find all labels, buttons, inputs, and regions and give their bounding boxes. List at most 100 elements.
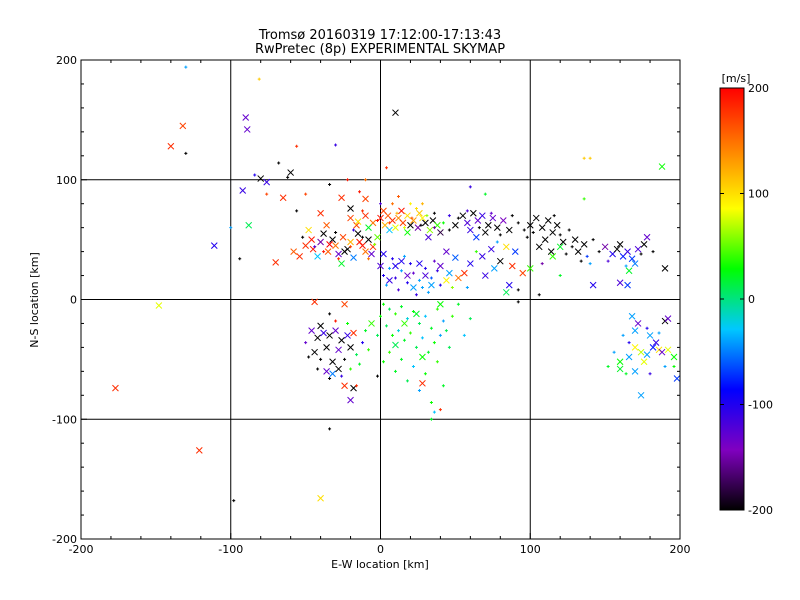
y-tick-label: 0	[70, 294, 77, 307]
data-point-x	[487, 245, 495, 253]
data-point-plus	[411, 365, 415, 369]
data-point-plus	[387, 266, 391, 270]
data-point-plus	[367, 257, 371, 261]
data-point-x	[643, 351, 651, 358]
data-point-x	[362, 248, 369, 255]
data-point-plus	[393, 312, 397, 316]
data-point-plus	[346, 178, 350, 182]
data-point-x	[631, 327, 639, 334]
data-point-plus	[417, 278, 421, 282]
data-point-x	[508, 262, 516, 270]
data-point-x	[637, 391, 645, 399]
data-point-plus	[346, 321, 350, 325]
data-point-x	[490, 265, 498, 272]
chart-subtitle: RwPretec (8p) EXPERIMENTAL SKYMAP	[255, 42, 505, 57]
data-point-x	[263, 178, 271, 186]
data-point-x	[350, 254, 357, 261]
data-point-x	[362, 195, 369, 203]
data-point-plus	[447, 228, 451, 232]
data-point-plus	[423, 266, 427, 270]
data-point-x	[658, 163, 666, 170]
data-point-plus	[277, 161, 281, 165]
data-point-plus	[384, 324, 388, 328]
data-point-plus	[432, 211, 436, 215]
data-point-x	[484, 221, 492, 229]
x-axis-label: E-W location [km]	[331, 558, 429, 571]
data-point-x	[634, 245, 642, 253]
data-point-plus	[328, 377, 332, 381]
data-point-plus	[438, 408, 442, 412]
data-point-x	[353, 221, 360, 229]
data-point-x	[347, 214, 354, 222]
data-point-x	[335, 346, 342, 354]
data-point-x	[338, 194, 345, 202]
data-point-x	[401, 320, 408, 327]
data-point-x	[637, 348, 645, 356]
data-point-x	[459, 212, 467, 220]
data-point-x	[446, 269, 453, 277]
data-point-plus	[425, 214, 429, 218]
data-point-x	[347, 205, 354, 212]
data-point-x	[314, 334, 321, 342]
data-point-x	[404, 272, 411, 279]
data-point-plus	[379, 202, 382, 206]
data-point-x	[380, 250, 387, 258]
data-point-plus	[591, 238, 595, 242]
data-point-x	[419, 214, 426, 222]
data-point-plus	[384, 166, 388, 170]
data-point-plus	[567, 228, 571, 232]
x-tick-label: -200	[69, 543, 94, 556]
data-point-plus	[349, 245, 353, 249]
data-point-x	[290, 248, 297, 255]
data-point-plus	[483, 192, 487, 196]
data-point-x	[416, 209, 423, 217]
colorbar: [m/s] 200 100 0 -100 -200	[719, 72, 773, 517]
data-point-plus	[423, 372, 427, 376]
data-point-plus	[447, 214, 451, 218]
data-point-plus	[410, 216, 414, 220]
data-point-plus	[408, 262, 412, 266]
data-point-x	[308, 236, 315, 243]
data-point-plus	[340, 374, 344, 378]
data-point-plus	[540, 262, 544, 266]
data-point-x	[329, 236, 336, 243]
data-point-x	[664, 346, 672, 354]
data-point-x	[239, 187, 247, 194]
data-point-x	[538, 224, 546, 232]
data-point-plus	[450, 286, 454, 290]
data-point-x	[308, 327, 315, 334]
data-point-plus	[361, 341, 365, 345]
data-point-x	[443, 248, 450, 255]
data-point-x	[624, 248, 631, 255]
data-point-plus	[426, 290, 430, 294]
data-point-plus	[316, 367, 320, 371]
data-point-x	[628, 312, 636, 320]
data-point-plus	[441, 384, 445, 388]
data-point-x	[341, 300, 348, 308]
data-point-x	[549, 253, 557, 260]
data-point-x	[155, 302, 163, 309]
data-point-plus	[387, 350, 391, 354]
data-point-plus	[414, 293, 418, 297]
data-point-x	[437, 300, 444, 308]
data-point-x	[112, 384, 119, 392]
data-point-plus	[355, 384, 359, 388]
data-point-plus	[558, 274, 562, 278]
data-point-plus	[414, 206, 418, 210]
data-point-plus	[606, 259, 610, 263]
data-point-x	[425, 233, 432, 241]
data-point-plus	[624, 264, 628, 268]
data-point-plus	[420, 202, 424, 206]
data-point-plus	[381, 274, 385, 278]
data-point-plus	[441, 319, 445, 323]
data-point-x	[624, 281, 631, 289]
data-point-x	[329, 358, 336, 366]
data-point-plus	[376, 374, 380, 378]
data-point-x	[320, 329, 327, 337]
data-point-x	[505, 281, 513, 289]
data-point-x	[464, 219, 471, 227]
data-point-plus	[355, 353, 359, 357]
data-point-x	[519, 269, 527, 277]
data-point-x	[643, 233, 651, 241]
data-point-x	[323, 367, 330, 375]
